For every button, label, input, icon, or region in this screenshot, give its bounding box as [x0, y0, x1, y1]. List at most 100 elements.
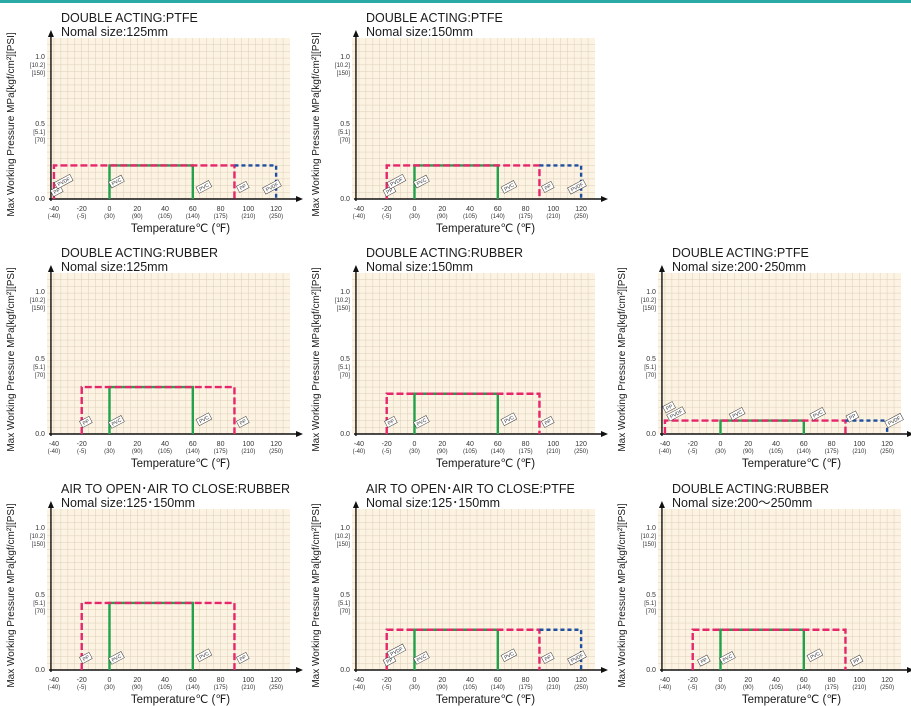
chart-subtitle: Nomal size:200～250mm: [672, 496, 812, 510]
material-marker-label: PVC: [416, 417, 428, 427]
material-marker: PP: [79, 651, 93, 664]
material-marker-label: PP: [239, 183, 248, 192]
material-marker-box: [719, 651, 736, 665]
x-tick-label-f: (250): [269, 685, 283, 691]
material-marker-label: PVDF: [265, 182, 280, 194]
x-tick-label: 100: [853, 677, 865, 684]
x-tick-label-f: (-40): [353, 685, 366, 691]
y-tick-label: 1.0: [646, 525, 656, 532]
x-tick-label-f: (-40): [659, 449, 672, 455]
material-marker-box: [384, 415, 398, 428]
x-tick-label: 60: [189, 677, 197, 684]
material-marker: PVC: [195, 412, 213, 427]
x-axis-arrow: [601, 667, 608, 673]
x-tick-label-f: (90): [132, 449, 143, 455]
material-marker-label: PP: [544, 654, 553, 663]
y-tick-label: [10.2]: [641, 298, 656, 304]
y-axis-label: Max Working Pressure MPa[kgf/cm²][PSI]: [311, 32, 322, 217]
y-tick-label: [5.1]: [338, 130, 350, 136]
y-tick-label: 0.0: [646, 431, 656, 438]
x-tick-label: 40: [466, 206, 474, 213]
material-marker-label: PP: [53, 187, 62, 196]
material-marker-box: [53, 173, 74, 190]
x-tick-label-f: (140): [186, 214, 200, 220]
x-axis-arrow: [601, 431, 608, 437]
series-pvc-line: [719, 628, 805, 670]
material-marker-box: [49, 184, 64, 197]
x-tick-label-f: (175): [214, 214, 228, 220]
y-axis-arrow: [658, 501, 665, 508]
material-marker: PP: [236, 651, 250, 664]
material-marker-label: PVDF: [57, 176, 72, 188]
material-marker-box: [386, 173, 407, 190]
material-marker: PVDF: [386, 643, 407, 659]
x-tick-label-f: (105): [158, 214, 172, 220]
x-tick-label: 80: [217, 206, 225, 213]
x-tick-label: 60: [189, 206, 197, 213]
x-tick-label: -20: [77, 677, 87, 684]
x-tick-label: 100: [853, 441, 865, 448]
material-marker: PVC: [500, 412, 518, 427]
y-tick-label: [70]: [35, 138, 45, 144]
material-marker-label: PVC: [722, 653, 734, 663]
material-marker: PP: [236, 180, 250, 193]
material-marker-box: [500, 180, 518, 194]
y-tick-label: 0.5: [35, 592, 45, 599]
chart-title: DOUBLE ACTING:PTFE: [366, 11, 503, 25]
x-tick-label-f: (175): [214, 685, 228, 691]
x-tick-label: 120: [575, 441, 587, 448]
x-tick-label-f: (-5): [688, 685, 697, 691]
material-marker: PP: [662, 401, 676, 414]
series-pvc-line: [413, 628, 499, 670]
x-tick-label-f: (-40): [659, 685, 672, 691]
x-tick-label-f: (-5): [77, 214, 86, 220]
x-axis-label: Temperature℃ (℉): [436, 458, 535, 470]
x-tick-label: 20: [744, 441, 752, 448]
x-tick-label-f: (90): [743, 685, 754, 691]
grid-lines: [352, 509, 595, 670]
material-marker: PVDF: [386, 173, 407, 190]
y-axis-arrow: [47, 30, 54, 37]
y-tick-label: [10.2]: [335, 534, 350, 540]
series-pp-line: [691, 628, 847, 670]
series-pp-line: [80, 601, 236, 670]
material-marker-label: PP: [387, 418, 396, 427]
chart-subtitle: Nomal size:150mm: [366, 260, 473, 274]
x-tick-label-f: (30): [104, 685, 115, 691]
x-tick-label-f: (210): [241, 214, 255, 220]
x-tick-label: 40: [772, 677, 780, 684]
x-tick-label: 0: [108, 206, 112, 213]
x-tick-label-f: (-5): [77, 449, 86, 455]
chart-title: DOUBLE ACTING:RUBBER: [366, 246, 523, 260]
x-tick-label-f: (90): [743, 449, 754, 455]
material-marker-label: PP: [848, 413, 857, 422]
x-tick-label-f: (250): [269, 449, 283, 455]
material-marker-label: PP: [544, 418, 553, 427]
material-marker: PVC: [108, 651, 125, 665]
x-tick-label: 20: [133, 441, 141, 448]
x-axis-arrow: [601, 196, 608, 202]
material-marker: PP: [384, 415, 398, 428]
y-tick-label: 0.5: [646, 592, 656, 599]
x-tick-label-f: (-40): [353, 214, 366, 220]
material-marker: PVC: [195, 180, 213, 194]
y-tick-label: 1.0: [340, 54, 350, 61]
material-marker-box: [108, 174, 125, 189]
y-tick-label: [70]: [340, 373, 350, 379]
x-tick-label: 120: [575, 206, 587, 213]
material-marker-box: [108, 651, 125, 665]
y-axis-arrow: [658, 265, 665, 272]
x-tick-label-f: (175): [519, 214, 533, 220]
material-marker: PVDF: [884, 413, 904, 429]
y-tick-label: 0.5: [35, 121, 45, 128]
material-marker: PP: [79, 415, 93, 428]
material-marker-label: PP: [239, 418, 248, 427]
material-marker: PVC: [500, 180, 518, 194]
material-marker: PP: [541, 180, 555, 193]
material-marker-label: PVC: [198, 651, 210, 661]
x-tick-label: 100: [242, 677, 254, 684]
x-tick-label-f: (250): [574, 449, 588, 455]
series-pp-line: [385, 392, 541, 434]
